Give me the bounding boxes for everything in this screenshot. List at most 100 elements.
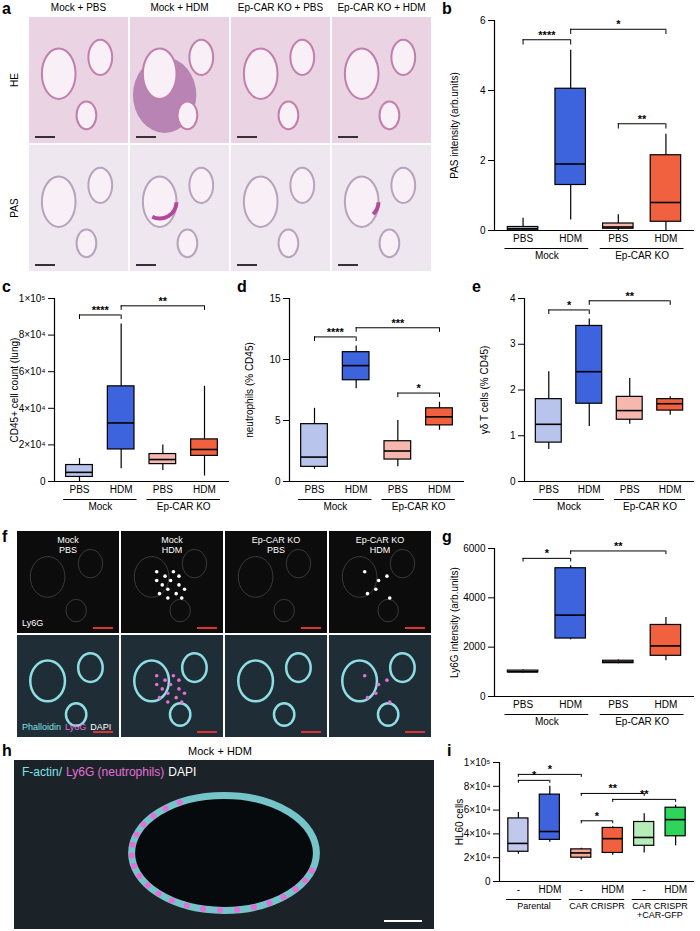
svg-text:PBS: PBS bbox=[513, 233, 533, 244]
svg-text:2000: 2000 bbox=[463, 641, 486, 652]
svg-text:Mock: Mock bbox=[88, 501, 113, 512]
svg-text:PBS: PBS bbox=[620, 484, 640, 495]
svg-text:Ly6G: Ly6G bbox=[22, 618, 43, 628]
svg-text:6000: 6000 bbox=[463, 543, 486, 554]
svg-text:Ep-CAR KO + PBS: Ep-CAR KO + PBS bbox=[238, 2, 324, 13]
svg-text:*: * bbox=[567, 299, 572, 311]
svg-text:8×10⁴: 8×10⁴ bbox=[464, 781, 491, 792]
svg-text:HDM: HDM bbox=[428, 484, 451, 495]
svg-text:Ep-CAR KO: Ep-CAR KO bbox=[623, 501, 677, 512]
svg-text:*: * bbox=[616, 18, 621, 30]
svg-text:10: 10 bbox=[269, 354, 281, 365]
svg-text:PBS: PBS bbox=[513, 699, 533, 710]
svg-text:PBS: PBS bbox=[153, 484, 173, 495]
svg-text:2: 2 bbox=[480, 155, 486, 166]
svg-text:2×10⁴: 2×10⁴ bbox=[464, 852, 491, 863]
svg-text:Ep-CAR KO + HDM: Ep-CAR KO + HDM bbox=[337, 2, 425, 13]
svg-text:PBS: PBS bbox=[69, 484, 89, 495]
svg-text:Ep-CAR KO: Ep-CAR KO bbox=[392, 501, 446, 512]
svg-text:*: * bbox=[548, 763, 553, 775]
svg-text:*: * bbox=[595, 810, 600, 822]
svg-text:Mock: Mock bbox=[323, 501, 348, 512]
svg-text:0: 0 bbox=[510, 476, 516, 487]
svg-text:PBS: PBS bbox=[388, 484, 408, 495]
svg-text:4: 4 bbox=[480, 85, 486, 96]
svg-text:4: 4 bbox=[510, 293, 516, 304]
svg-text:HDM: HDM bbox=[538, 884, 561, 895]
svg-text:0: 0 bbox=[480, 225, 486, 236]
svg-text:Ep-CAR KOPBS: Ep-CAR KOPBS bbox=[252, 535, 301, 555]
svg-text:CAR CRISPR+CAR-GFP: CAR CRISPR+CAR-GFP bbox=[632, 901, 688, 920]
svg-text:3: 3 bbox=[510, 338, 516, 349]
svg-text:CD45+ cell count (lung): CD45+ cell count (lung) bbox=[9, 338, 20, 443]
svg-text:**: ** bbox=[614, 540, 623, 552]
svg-text:*: * bbox=[532, 769, 537, 781]
svg-text:4×10⁴: 4×10⁴ bbox=[19, 403, 46, 414]
svg-text:0: 0 bbox=[485, 876, 491, 887]
svg-text:0: 0 bbox=[40, 476, 46, 487]
svg-text:HDM: HDM bbox=[601, 884, 624, 895]
svg-text:Ly6G intensity (arb.units): Ly6G intensity (arb.units) bbox=[449, 567, 460, 678]
svg-text:HDM: HDM bbox=[655, 233, 678, 244]
svg-text:CAR CRISPR: CAR CRISPR bbox=[569, 901, 625, 911]
svg-text:HDM: HDM bbox=[559, 699, 582, 710]
svg-text:***: *** bbox=[391, 317, 405, 329]
svg-text:HDM: HDM bbox=[578, 484, 601, 495]
svg-text:HDM: HDM bbox=[110, 484, 133, 495]
svg-text:15: 15 bbox=[269, 293, 281, 304]
svg-text:PAS intensity (arb.units): PAS intensity (arb.units) bbox=[449, 72, 460, 179]
svg-text:4000: 4000 bbox=[463, 592, 486, 603]
svg-text:PBS: PBS bbox=[539, 484, 559, 495]
svg-text:Ep-CAR KO: Ep-CAR KO bbox=[157, 501, 211, 512]
svg-text:0: 0 bbox=[480, 691, 486, 702]
svg-text:**: ** bbox=[638, 113, 647, 125]
svg-text:2×10⁴: 2×10⁴ bbox=[19, 439, 46, 450]
svg-text:1×10⁵: 1×10⁵ bbox=[19, 293, 46, 304]
svg-text:HDM: HDM bbox=[559, 233, 582, 244]
svg-text:PBS: PBS bbox=[608, 699, 628, 710]
svg-text:**: ** bbox=[159, 295, 168, 307]
svg-text:8×10⁴: 8×10⁴ bbox=[19, 329, 46, 340]
svg-text:6×10⁴: 6×10⁴ bbox=[464, 804, 491, 815]
svg-text:-: - bbox=[643, 884, 646, 895]
svg-text:6: 6 bbox=[480, 15, 486, 26]
svg-text:Parental: Parental bbox=[517, 901, 551, 911]
svg-text:Ep-CAR KO: Ep-CAR KO bbox=[615, 250, 669, 261]
svg-text:PBS: PBS bbox=[304, 484, 324, 495]
svg-text:**: ** bbox=[640, 788, 649, 800]
svg-text:Mock: Mock bbox=[557, 501, 582, 512]
svg-text:HL60 cells: HL60 cells bbox=[454, 799, 465, 846]
svg-text:MockHDM: MockHDM bbox=[161, 535, 183, 555]
svg-text:Mock + HDM: Mock + HDM bbox=[188, 745, 252, 757]
svg-text:HDM: HDM bbox=[655, 699, 678, 710]
svg-text:**: ** bbox=[608, 782, 617, 794]
svg-text:*: * bbox=[417, 382, 422, 394]
svg-text:HDM: HDM bbox=[345, 484, 368, 495]
svg-text:Mock: Mock bbox=[535, 716, 560, 727]
svg-text:Ep-CAR KOHDM: Ep-CAR KOHDM bbox=[356, 535, 405, 555]
svg-text:****: **** bbox=[92, 304, 110, 316]
svg-text:Ep-CAR KO: Ep-CAR KO bbox=[615, 716, 669, 727]
svg-text:HDM: HDM bbox=[193, 484, 216, 495]
svg-text:****: **** bbox=[327, 326, 345, 338]
svg-text:5: 5 bbox=[275, 415, 281, 426]
svg-text:PBS: PBS bbox=[608, 233, 628, 244]
svg-text:Mock + PBS: Mock + PBS bbox=[51, 2, 107, 13]
svg-text:Mock: Mock bbox=[535, 250, 560, 261]
svg-text:Mock + HDM: Mock + HDM bbox=[150, 2, 208, 13]
svg-text:-: - bbox=[580, 884, 583, 895]
svg-text:1: 1 bbox=[510, 430, 516, 441]
svg-text:γδ T cells (% CD45): γδ T cells (% CD45) bbox=[479, 346, 490, 435]
svg-text:neutrophils (% CD45): neutrophils (% CD45) bbox=[244, 342, 255, 438]
svg-text:-: - bbox=[517, 884, 520, 895]
svg-text:HDM: HDM bbox=[664, 884, 687, 895]
svg-text:HE: HE bbox=[9, 73, 20, 87]
svg-text:0: 0 bbox=[275, 476, 281, 487]
svg-text:**: ** bbox=[625, 290, 634, 302]
svg-text:PhalloidinLy6GDAPI: PhalloidinLy6GDAPI bbox=[22, 722, 111, 732]
svg-text:HDM: HDM bbox=[659, 484, 682, 495]
svg-text:PAS: PAS bbox=[9, 198, 20, 218]
svg-text:*: * bbox=[545, 547, 550, 559]
svg-text:4×10⁴: 4×10⁴ bbox=[464, 828, 491, 839]
svg-text:F-actin/Ly6G (neutrophils)DAPI: F-actin/Ly6G (neutrophils)DAPI bbox=[22, 765, 196, 779]
